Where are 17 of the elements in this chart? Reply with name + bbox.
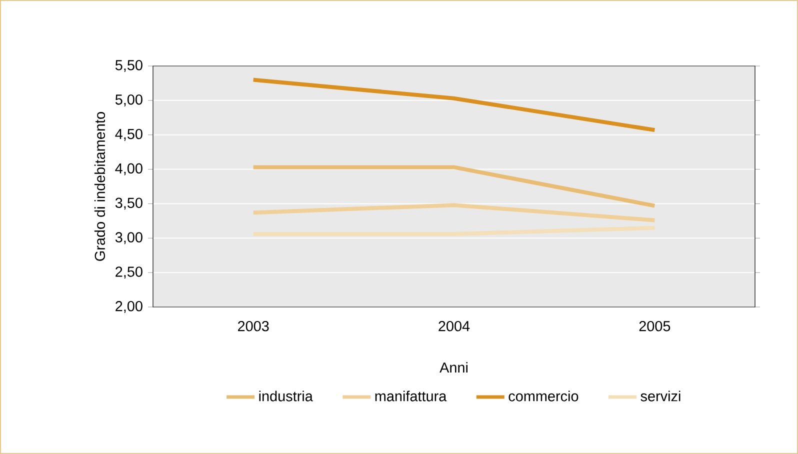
y-tick-label: 5,50 [115, 60, 142, 72]
legend-label: servizi [640, 390, 680, 402]
legend-label: manifattura [375, 390, 447, 402]
y-tick-label: 3,00 [115, 232, 142, 244]
y-axis-title: Grado di indebitamento [94, 112, 106, 261]
x-tick-label: 2005 [639, 321, 670, 332]
y-tick-label: 2,50 [116, 266, 142, 279]
y-tick-label: 2,00 [116, 301, 142, 313]
y-tick-label: 5,00 [115, 94, 142, 106]
y-tick-label: 4,50 [115, 128, 142, 141]
y-tick-label: 3,50 [115, 198, 142, 210]
x-axis-title: Anni [440, 362, 468, 373]
legend-label: industria [259, 390, 313, 402]
x-tick-label: 2003 [238, 321, 269, 332]
x-tick-label: 2004 [438, 321, 470, 332]
legend-label: commercio [508, 390, 578, 402]
y-tick-label: 4,00 [115, 163, 142, 176]
